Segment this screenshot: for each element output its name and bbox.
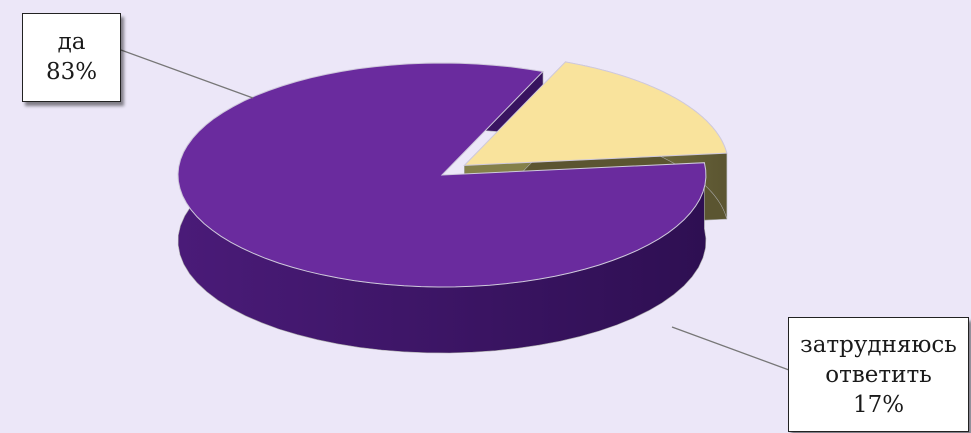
leader-line-unsure bbox=[672, 327, 789, 370]
data-label-unsure: затрудняюсь ответить 17% bbox=[788, 317, 969, 432]
data-label-yes: да 83% bbox=[22, 13, 121, 102]
data-label-unsure-value: 17% bbox=[789, 390, 968, 420]
leader-line-yes bbox=[121, 50, 253, 98]
data-label-yes-value: 83% bbox=[23, 57, 120, 87]
data-label-unsure-name-line2: ответить bbox=[789, 360, 968, 390]
data-label-yes-name: да bbox=[23, 27, 120, 57]
data-label-unsure-name-line1: затрудняюсь bbox=[789, 330, 968, 360]
